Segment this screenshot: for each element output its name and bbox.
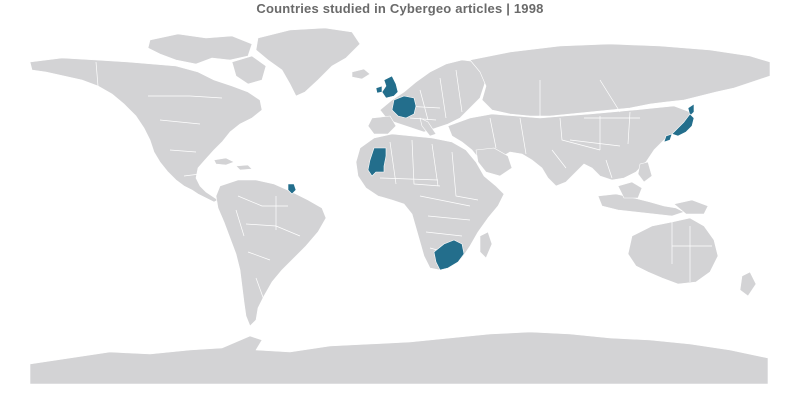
border-lines-europe <box>403 69 463 121</box>
map-title: Countries studied in Cybergeo articles |… <box>256 1 544 16</box>
country-japan-honshu <box>671 113 695 137</box>
country-mauritania <box>367 147 387 177</box>
land-new-zealand <box>739 271 757 297</box>
country-french-guiana <box>287 183 297 195</box>
highlight-layer <box>287 75 695 271</box>
border-lines-south-america <box>235 195 301 301</box>
land-south-america <box>215 179 327 327</box>
land-africa <box>355 133 505 271</box>
border-lines-north-america <box>95 61 223 177</box>
land-madagascar <box>479 231 493 259</box>
land-antarctica <box>29 331 769 385</box>
land-asia <box>447 105 691 187</box>
land-italy <box>419 117 437 137</box>
land-layer <box>29 27 771 385</box>
land-greenland <box>255 27 361 97</box>
country-japan-south <box>663 133 673 143</box>
land-arctic-islands <box>147 33 253 65</box>
land-indonesia <box>597 193 685 217</box>
land-iberia <box>367 115 397 135</box>
land-new-guinea <box>673 199 709 215</box>
land-arabia <box>475 147 513 177</box>
land-baffin <box>231 55 267 85</box>
land-philippines <box>637 161 653 183</box>
land-australia <box>627 217 719 285</box>
country-south-africa <box>433 239 465 271</box>
country-france <box>391 95 417 119</box>
border-lines-australia <box>671 222 712 282</box>
land-caribbean-2 <box>235 164 253 171</box>
land-north-america <box>29 57 263 203</box>
land-iceland <box>351 68 371 80</box>
country-japan <box>687 103 695 117</box>
country-united-kingdom-ni <box>375 85 383 94</box>
land-north-asia <box>469 43 771 117</box>
border-lines-asia <box>489 79 640 179</box>
land-borneo <box>617 181 643 199</box>
land-caribbean <box>213 157 235 166</box>
country-united-kingdom <box>381 75 399 99</box>
